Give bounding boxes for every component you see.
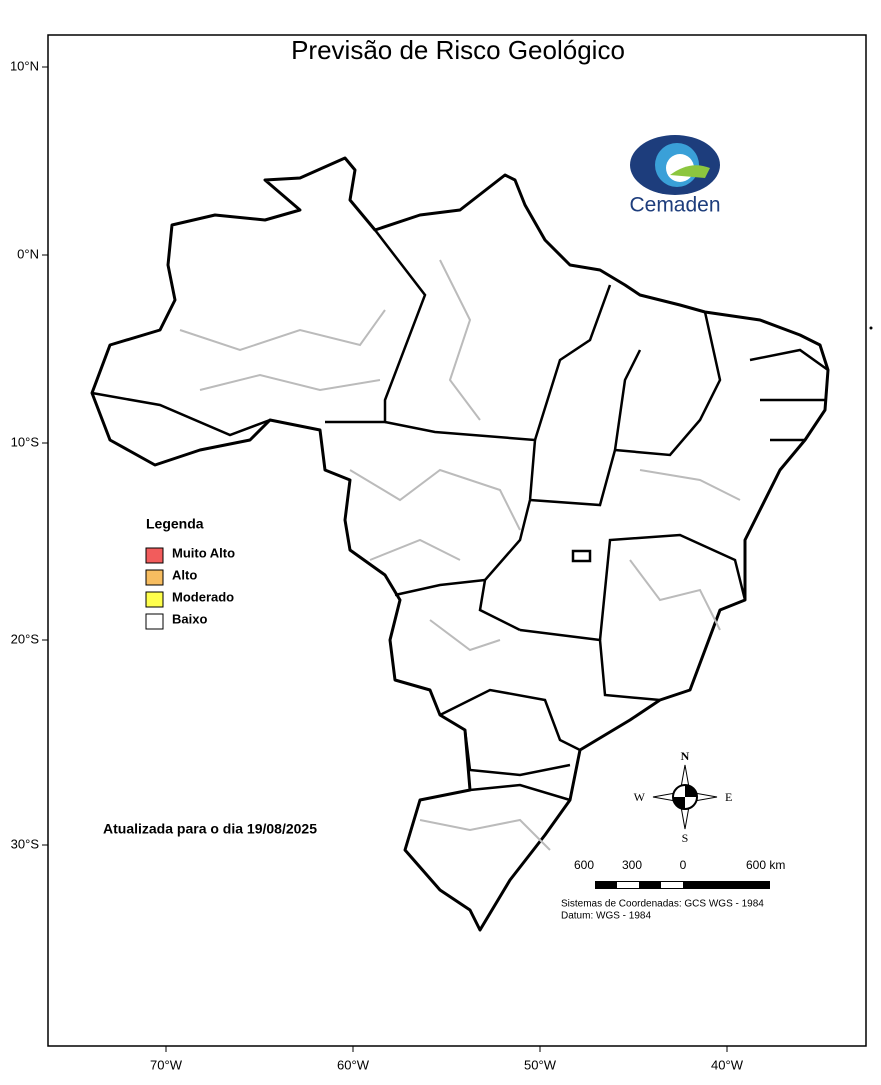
scale-label: 600 km (746, 858, 785, 872)
logo: Cemaden (629, 135, 721, 217)
lat-tick-label: 20°S (11, 631, 40, 646)
lat-tick-label: 30°S (11, 836, 40, 851)
datum: Datum: WGS - 1984 (561, 911, 651, 922)
island (869, 326, 873, 330)
compass-n: N (681, 749, 690, 763)
lat-tick-label: 10°S (11, 434, 40, 449)
lon-tick-label: 70°W (150, 1057, 183, 1072)
region-borders (179, 259, 741, 851)
lat-tick-label: 10°N (10, 58, 39, 73)
compass: N S E W (634, 749, 733, 845)
scale-bar (595, 881, 770, 889)
map-title: Previsão de Risco Geológico (291, 35, 625, 65)
scale-label: 300 (622, 858, 642, 872)
legend-label: Moderado (172, 589, 234, 604)
legend-swatch (145, 569, 164, 586)
logo-text: Cemaden (629, 194, 720, 217)
lat-ticks: 10°N 0°N 10°S 20°S 30°S (10, 58, 48, 851)
update-note: Atualizada para o dia 19/08/2025 (103, 821, 317, 837)
legend-label: Muito Alto (172, 545, 235, 560)
legend-label: Alto (172, 567, 197, 582)
compass-w: W (634, 790, 646, 804)
lon-tick-label: 50°W (524, 1057, 557, 1072)
legend-title: Legenda (146, 516, 204, 532)
coord-system: Sistemas de Coordenadas: GCS WGS - 1984 (561, 899, 764, 910)
state-borders (91, 229, 829, 802)
legend-swatch (145, 591, 164, 608)
legend: Muito Alto Alto Moderado Baixo (145, 545, 235, 630)
country-outline (90, 156, 830, 932)
scale-label: 0 (680, 858, 687, 872)
scale-labels: 600 300 0 600 km (574, 858, 785, 872)
compass-e: E (725, 790, 732, 804)
compass-s: S (682, 831, 689, 845)
lon-tick-label: 60°W (337, 1057, 370, 1072)
lon-ticks: 70°W 60°W 50°W 40°W (150, 1046, 744, 1072)
legend-label: Baixo (172, 611, 207, 626)
lon-tick-label: 40°W (711, 1057, 744, 1072)
legend-swatch (145, 613, 164, 630)
lat-tick-label: 0°N (17, 246, 39, 261)
scale-label: 600 (574, 858, 594, 872)
legend-swatch (145, 547, 164, 564)
